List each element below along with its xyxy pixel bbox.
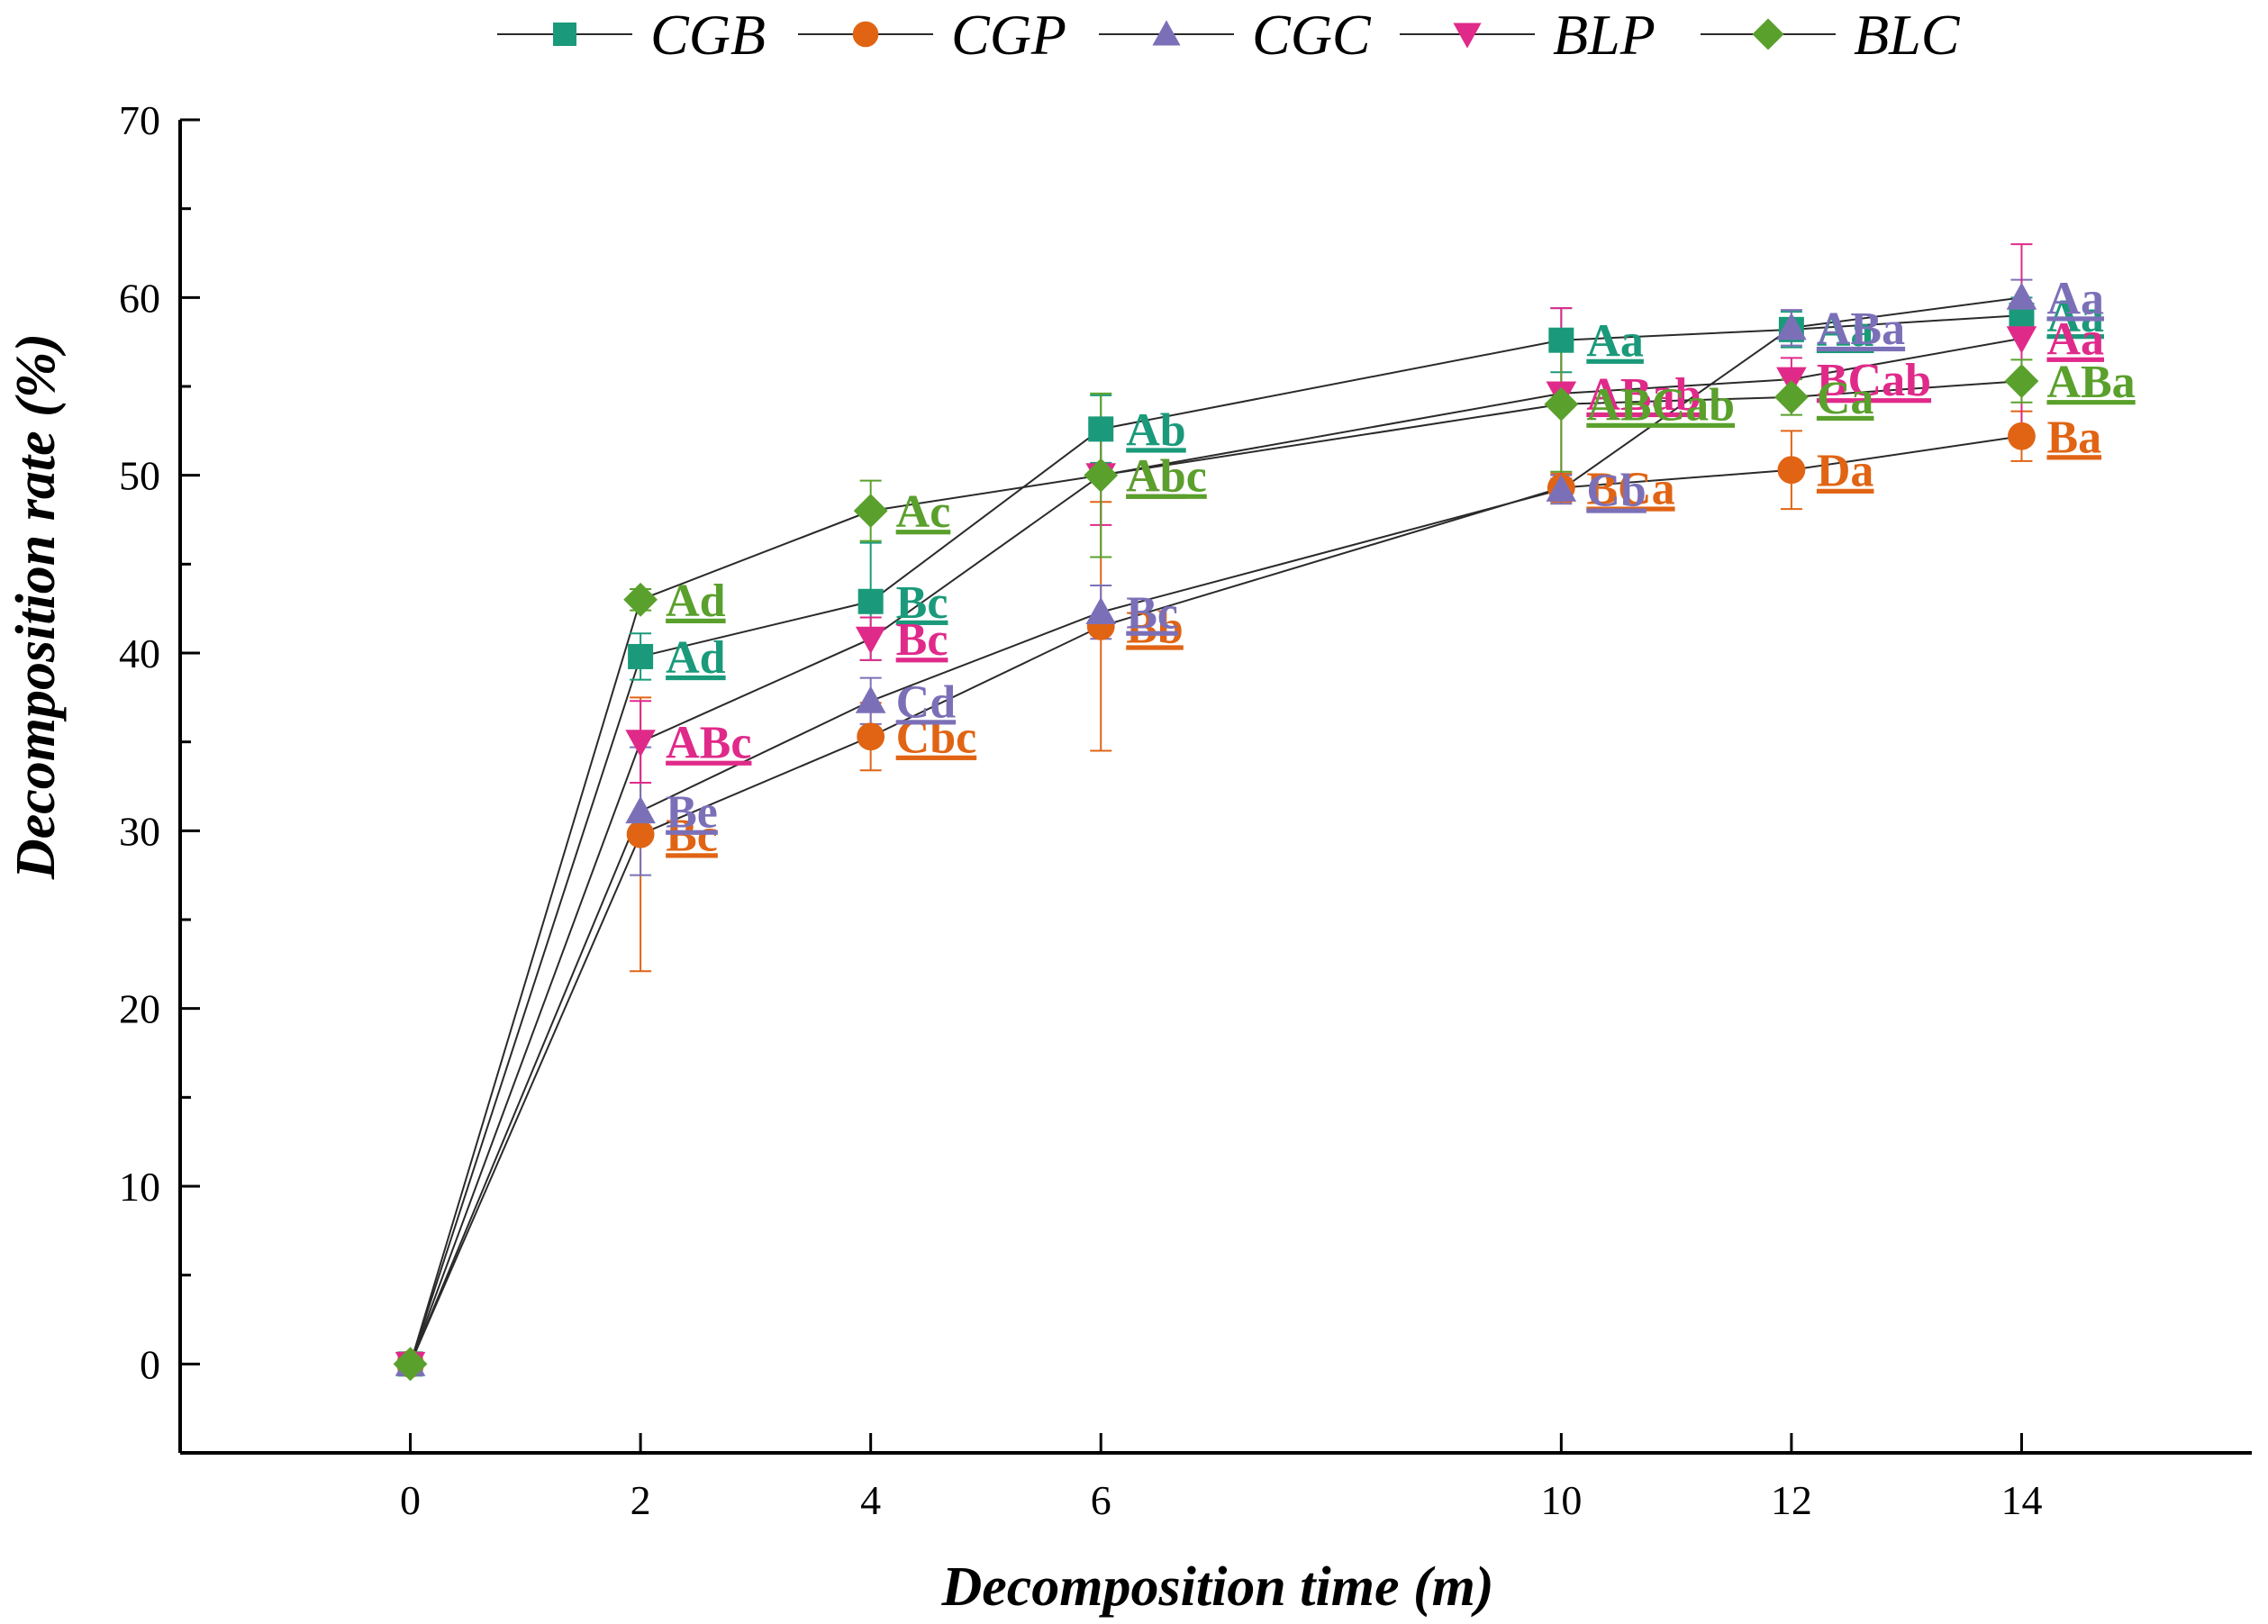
legend-label: BLP xyxy=(1553,3,1656,67)
y-tick-label: 20 xyxy=(119,986,160,1032)
label-BLP: Aa xyxy=(2046,314,2104,366)
point-CGP xyxy=(626,820,655,848)
series-line-BLP xyxy=(409,337,2022,1365)
axes: 0 10 20 30 40 50 60 70 0 2 4 6 10 12 14 xyxy=(119,97,2252,1523)
legend-marker-BLP xyxy=(1453,23,1482,49)
y-tick-label: 50 xyxy=(119,453,160,499)
label-CGB: Aa xyxy=(2046,291,2104,342)
point-BLC xyxy=(2004,364,2039,398)
point-BLC xyxy=(623,582,658,617)
point-CGP xyxy=(2008,422,2036,450)
point-BLC xyxy=(853,494,888,529)
label-BLP: BCab xyxy=(1817,355,1931,406)
point-CGB xyxy=(628,643,654,669)
label-BLC: Abc xyxy=(1126,451,1207,503)
label-CGC: Cd xyxy=(896,676,957,728)
point-CGB xyxy=(857,588,884,614)
legend-label: CGP xyxy=(951,3,1066,67)
label-CGP: Da xyxy=(1817,446,1874,497)
label-BLP: Bc xyxy=(896,614,948,666)
point-CGC xyxy=(2006,282,2037,310)
label-CGP: Cbc xyxy=(896,712,977,764)
legend-item-CGB: CGB xyxy=(497,3,766,67)
x-axis-title: Decomposition time (m) xyxy=(940,1556,1493,1618)
label-CGP: Bc xyxy=(666,810,718,861)
legend-item-CGP: CGP xyxy=(798,3,1066,67)
label-CGC: Bc xyxy=(1126,588,1178,640)
legend-marker-CGP xyxy=(852,21,879,48)
label-BLC: Ac xyxy=(896,486,951,538)
y-tick-label: 40 xyxy=(119,631,160,676)
label-CGC: Cb xyxy=(1586,465,1646,516)
legend-label: BLC xyxy=(1854,3,1961,67)
x-tick-label: 14 xyxy=(2000,1477,2042,1523)
label-BLC: Ad xyxy=(666,576,726,627)
x-tick-label: 2 xyxy=(631,1477,651,1523)
label-BLC: ABa xyxy=(2046,357,2135,408)
legend: CGB CGP CGC BLP BLC xyxy=(497,3,1961,67)
point-CGC xyxy=(855,685,886,713)
label-CGC: ABa xyxy=(1817,304,1905,355)
label-CGC: Be xyxy=(666,787,718,839)
point-CGC xyxy=(1546,474,1577,502)
label-BLP: ABab xyxy=(1586,369,1701,421)
series-line-CGP xyxy=(409,435,2022,1365)
x-tick-label: 10 xyxy=(1540,1477,1582,1523)
x-tick-label: 12 xyxy=(1771,1477,1812,1523)
point-CGC xyxy=(625,795,656,824)
point-CGC xyxy=(1776,313,1807,340)
x-tick-label: 6 xyxy=(1091,1477,1111,1523)
point-CGC xyxy=(1085,596,1117,625)
series-line-BLC xyxy=(409,380,2022,1365)
point-BLC xyxy=(1084,458,1119,493)
point-CGP xyxy=(1777,456,1806,485)
point-BLC xyxy=(1544,386,1579,422)
y-tick-label: 0 xyxy=(140,1341,160,1387)
legend-marker-CGC xyxy=(1152,20,1181,46)
label-CGB: Ad xyxy=(666,632,726,684)
x-tick-label: 0 xyxy=(400,1477,421,1523)
label-CGB: Aa xyxy=(1586,316,1644,367)
label-CGB: Ab xyxy=(1126,404,1185,456)
legend-marker-BLC xyxy=(1752,18,1784,50)
legend-item-BLP: BLP xyxy=(1400,3,1656,67)
point-CGB xyxy=(1548,327,1574,353)
data-markers xyxy=(393,282,2039,1382)
label-CGB: Aa xyxy=(1817,305,1874,357)
legend-item-BLC: BLC xyxy=(1701,3,1961,67)
label-CGP: BCa xyxy=(1586,463,1674,514)
y-tick-label: 30 xyxy=(119,808,160,854)
point-BLP xyxy=(855,626,886,655)
label-CGP: Ba xyxy=(2046,412,2101,463)
point-CGB xyxy=(1088,416,1114,442)
label-CGC: Aa xyxy=(2046,273,2104,324)
label-BLC: ABCab xyxy=(1586,380,1735,431)
label-BLC: Ca xyxy=(1817,373,1874,424)
legend-label: CGC xyxy=(1252,3,1372,67)
label-BLP: Ab xyxy=(1126,451,1185,503)
legend-item-CGC: CGC xyxy=(1099,3,1372,67)
legend-marker-CGB xyxy=(553,23,576,46)
y-tick-label: 60 xyxy=(119,275,160,321)
point-BLP xyxy=(2006,326,2037,354)
point-BLC xyxy=(1774,379,1809,414)
point-BLP xyxy=(625,730,656,758)
y-tick-label: 70 xyxy=(119,97,160,143)
label-CGP: Bb xyxy=(1126,602,1184,653)
y-tick-label: 10 xyxy=(119,1164,160,1210)
label-BLP: ABc xyxy=(666,718,751,769)
label-CGB: Bc xyxy=(896,577,948,629)
legend-label: CGB xyxy=(650,3,766,67)
y-axis-title: Decomposition rate (%) xyxy=(5,333,67,880)
point-CGP xyxy=(857,722,885,751)
point-BLC xyxy=(393,1347,428,1382)
x-tick-label: 4 xyxy=(860,1477,881,1523)
